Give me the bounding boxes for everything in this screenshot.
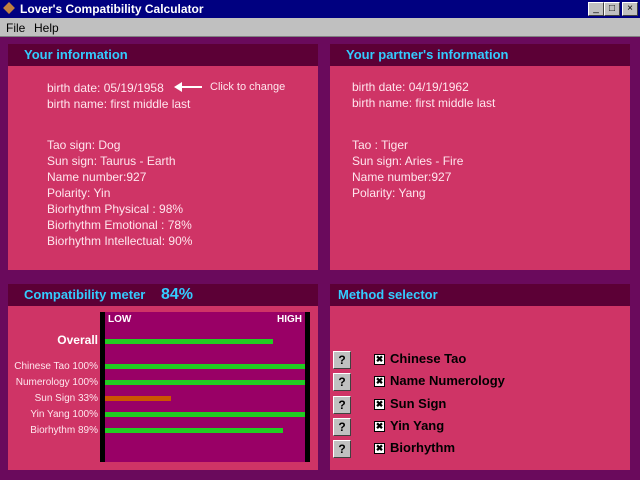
method-label: Biorhythm [390, 440, 455, 455]
bar-label: Chinese Tao 100% [14, 361, 98, 372]
low-edge [100, 312, 105, 462]
partner-info-panel: Your partner's information birth date: 0… [330, 44, 630, 270]
meter-bar [105, 412, 305, 417]
detail-line: Tao sign: Dog [47, 138, 121, 152]
arrow [176, 86, 202, 88]
detail-line: Sun sign: Taurus - Earth [47, 154, 176, 168]
arrow-head [174, 82, 182, 92]
maximize-button[interactable]: □ [604, 2, 620, 16]
minimize-button[interactable]: _ [588, 2, 604, 16]
overall-score: 84% [161, 286, 194, 303]
meter-bar [105, 396, 171, 401]
method-label: Chinese Tao [390, 351, 467, 366]
window-title: Lover's Compatibility Calculator [20, 2, 204, 16]
method-label: Yin Yang [390, 418, 445, 433]
detail-line: Name number:927 [352, 170, 452, 184]
your-info-panel: Your information birth date: 05/19/1958 … [8, 44, 318, 270]
low-label: LOW [108, 314, 132, 325]
birth-date[interactable]: birth date: 04/19/1962 [352, 80, 469, 94]
meter-bar [105, 339, 273, 344]
birth-name[interactable]: birth name: first middle last [47, 97, 191, 111]
meter-bar [105, 428, 283, 433]
bar-label: Biorhythm 89% [30, 425, 98, 436]
method-label: Name Numerology [390, 373, 505, 388]
detail-line: Polarity: Yin [47, 186, 111, 200]
bar-label: Sun Sign 33% [35, 393, 98, 404]
meter-title: Compatibility meter [24, 287, 146, 302]
help-button[interactable]: ? [333, 418, 351, 436]
help-button[interactable]: ? [333, 396, 351, 414]
close-button[interactable]: × [622, 2, 638, 16]
detail-line: Sun sign: Aries - Fire [352, 154, 464, 168]
detail-line: Polarity: Yang [352, 186, 426, 200]
method-label: Sun Sign [390, 396, 447, 411]
birth-date[interactable]: birth date: 05/19/1958 [47, 81, 164, 95]
help-button[interactable]: ? [333, 373, 351, 391]
bar-label: Yin Yang 100% [30, 409, 98, 420]
plot-area [100, 312, 310, 462]
method-checkbox[interactable]: ✖ [374, 421, 385, 432]
menu-help[interactable]: Help [34, 21, 59, 35]
help-button[interactable]: ? [333, 440, 351, 458]
detail-line: Biorhythm Intellectual: 90% [47, 234, 193, 248]
detail-line: Name number:927 [47, 170, 147, 184]
meter-bar [105, 380, 305, 385]
help-button[interactable]: ? [333, 351, 351, 369]
method-panel: Method selector ? ✖ Chinese Tao? ✖ Name Nume… [330, 284, 630, 470]
title-bar: Lover's Compatibility Calculator _ □ × [0, 0, 640, 18]
method-checkbox[interactable]: ✖ [374, 443, 385, 454]
high-label: HIGH [277, 314, 302, 325]
panel-header: Compatibility meter 84% [8, 284, 318, 306]
panel-header: Your partner's information [330, 44, 630, 66]
panel-header: Method selector [330, 284, 630, 306]
bar-label: Overall [57, 333, 98, 347]
menu-bar: File Help [0, 18, 640, 37]
detail-line: Tao : Tiger [352, 138, 409, 152]
bar-label: Numerology 100% [16, 377, 98, 388]
click-hint: Click to change [210, 81, 286, 93]
high-edge [305, 312, 310, 462]
birth-name[interactable]: birth name: first middle last [352, 96, 496, 110]
meter-panel: Compatibility meter 84% LOW HIGH Overall Ch… [8, 284, 318, 470]
app-icon [3, 2, 15, 14]
panel-header: Your information [8, 44, 318, 66]
detail-line: Biorhythm Emotional : 78% [47, 218, 192, 232]
menu-file[interactable]: File [6, 21, 26, 35]
method-checkbox[interactable]: ✖ [374, 399, 385, 410]
method-checkbox[interactable]: ✖ [374, 354, 385, 365]
meter-bar [105, 364, 305, 369]
detail-line: Biorhythm Physical : 98% [47, 202, 184, 216]
method-checkbox[interactable]: ✖ [374, 376, 385, 387]
meter-chart: LOW HIGH Overall Chinese Tao 100% Numerology… [14, 312, 310, 462]
